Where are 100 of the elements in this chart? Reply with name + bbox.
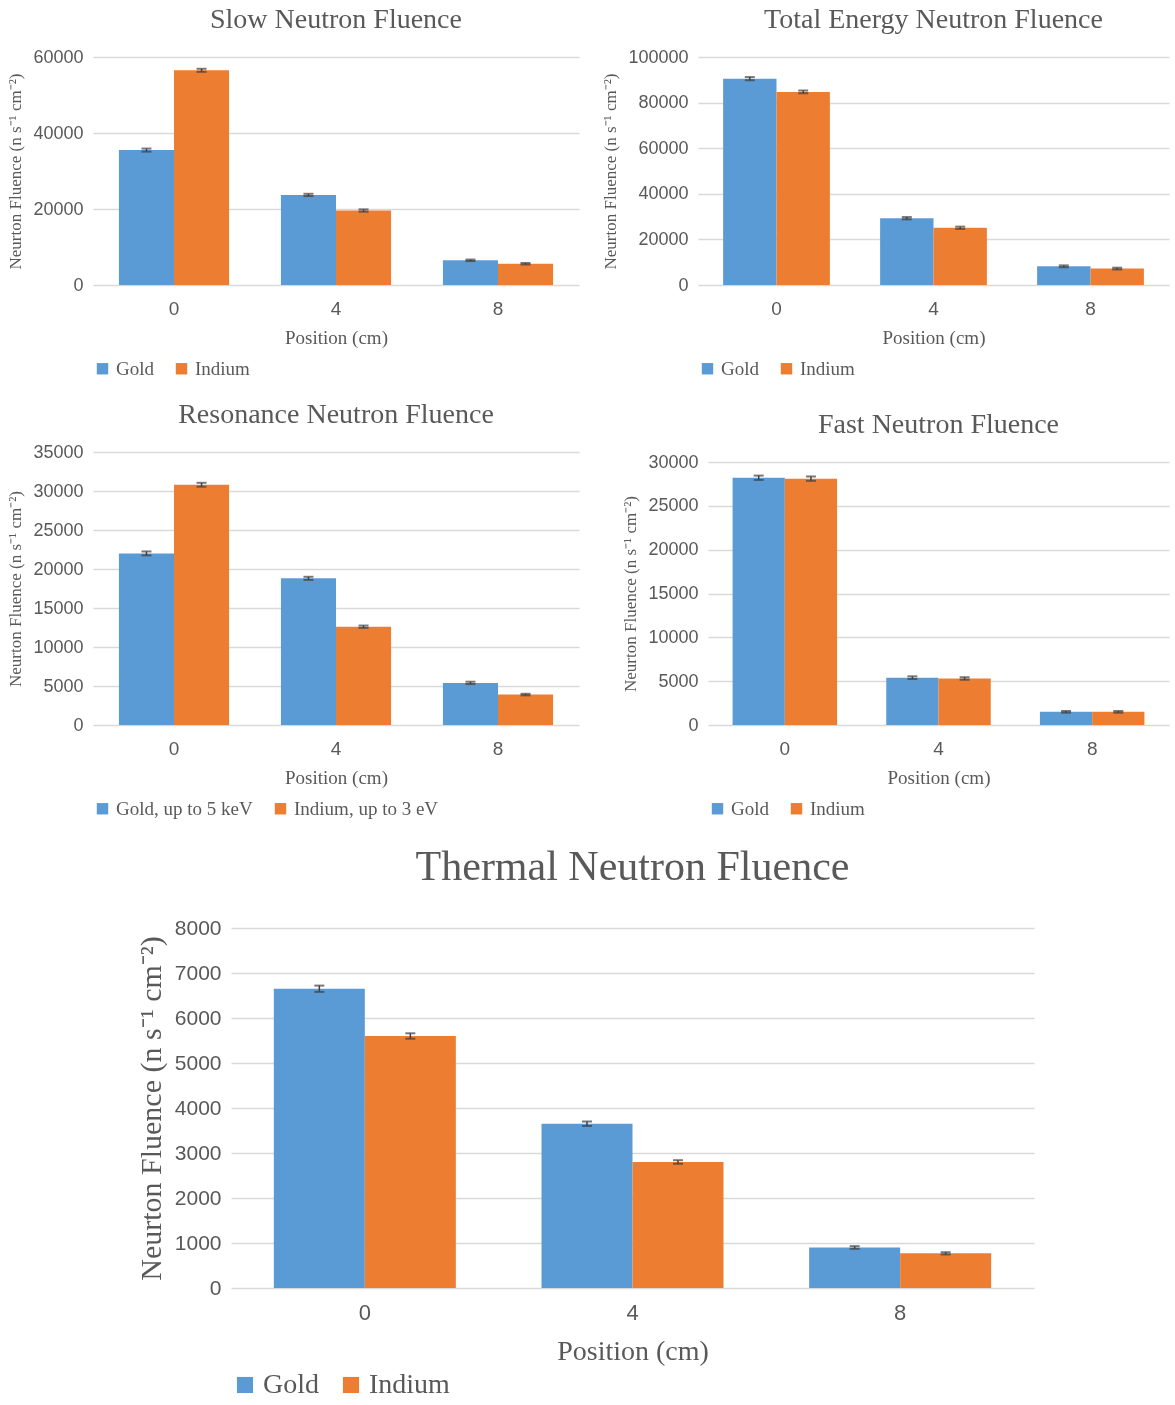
y-tick-label: 0 [73, 714, 84, 735]
y-tick-label: 5000 [43, 675, 84, 696]
x-tick-label: 8 [492, 297, 504, 319]
x-axis-title: Position (cm) [285, 766, 388, 789]
y-tick-label: 5000 [658, 670, 699, 691]
legend-label: Gold [263, 1368, 319, 1399]
y-tick-label: 20000 [33, 558, 84, 579]
legend-label: Gold [721, 357, 760, 379]
legend-label: Gold, up to 5 keV [116, 797, 253, 819]
bar [732, 477, 785, 725]
y-tick-label: 0 [73, 274, 84, 295]
bar [174, 484, 230, 725]
bar [442, 682, 498, 725]
y-tick-label: 0 [209, 1275, 222, 1299]
y-tick-label: 3000 [174, 1140, 222, 1164]
bar [498, 263, 554, 285]
y-tick-label: 20000 [33, 198, 84, 219]
bar [280, 578, 336, 725]
legend-label: Indium, up to 3 eV [294, 797, 439, 819]
y-tick-label: 100000 [628, 46, 689, 67]
legend-label: Indium [800, 357, 856, 379]
bar [1090, 268, 1144, 285]
x-tick-label: 8 [1085, 297, 1096, 319]
y-tick-label: 40000 [638, 183, 689, 204]
y-axis-title: Neurton Fluence (n s⁻¹ cm⁻²) [133, 936, 168, 1281]
x-axis-title: Position (cm) [882, 326, 986, 349]
bar [174, 70, 230, 285]
bar [118, 150, 174, 285]
bar [1037, 266, 1091, 285]
x-axis-title: Position (cm) [887, 766, 991, 789]
y-tick-label: 30000 [648, 451, 699, 472]
bar [880, 218, 934, 285]
bar [809, 1247, 901, 1288]
bar [118, 553, 174, 725]
x-tick-label: 0 [358, 1299, 371, 1325]
x-axis-title: Position (cm) [557, 1334, 709, 1366]
legend-label: Gold [116, 357, 155, 379]
bar [938, 678, 991, 725]
y-tick-label: 15000 [648, 583, 699, 603]
y-tick-label: 20000 [638, 228, 689, 249]
bar [273, 988, 365, 1288]
y-tick-label: 6000 [174, 1005, 222, 1029]
x-tick-label: 8 [492, 737, 504, 759]
y-tick-label: 7000 [174, 960, 222, 984]
y-axis-title: Neurton Fluence (n s⁻¹ cm⁻²) [621, 496, 641, 692]
bar [336, 626, 392, 725]
x-tick-label: 0 [771, 297, 782, 319]
y-tick-label: 15000 [33, 597, 84, 618]
y-tick-label: 80000 [638, 92, 689, 113]
y-tick-label: 10000 [33, 636, 84, 657]
bar [541, 1123, 633, 1288]
y-tick-label: 35000 [33, 441, 84, 462]
y-axis-title: Neurton Fluence (n s⁻¹ cm⁻²) [601, 73, 621, 270]
chart-title: Thermal Neutron Fluence [415, 843, 850, 889]
chart-title: Slow Neutron Fluence [210, 3, 462, 34]
bar [900, 1253, 992, 1288]
bar [1092, 711, 1145, 725]
x-tick-label: 0 [779, 737, 791, 759]
y-tick-label: 20000 [648, 539, 699, 560]
x-tick-label: 4 [330, 297, 342, 319]
bar [498, 694, 554, 725]
y-tick-label: 25000 [648, 495, 699, 516]
y-tick-label: 25000 [33, 519, 84, 540]
x-tick-label: 4 [330, 737, 342, 759]
bar [280, 194, 336, 285]
x-tick-label: 8 [1086, 737, 1098, 759]
y-tick-label: 30000 [33, 480, 84, 501]
bar [336, 210, 392, 285]
y-axis-title: Neurton Fluence (n s⁻¹ cm⁻²) [6, 73, 26, 270]
chart-title: Resonance Neutron Fluence [178, 398, 494, 429]
bar [933, 227, 987, 285]
y-tick-label: 60000 [33, 46, 84, 67]
y-tick-label: 8000 [174, 915, 222, 939]
bar [442, 260, 498, 285]
chart-title: Fast Neutron Fluence [817, 408, 1060, 439]
bar [784, 478, 838, 725]
y-tick-label: 0 [678, 274, 689, 295]
y-tick-label: 60000 [638, 137, 689, 158]
y-tick-label: 5000 [174, 1050, 222, 1074]
legend-label: Indium [195, 357, 251, 379]
chart-title: Total Energy Neutron Fluence [764, 3, 1103, 34]
bar [1039, 711, 1093, 725]
x-tick-label: 4 [928, 297, 940, 319]
y-axis-title: Neurton Fluence (n s⁻¹ cm⁻²) [6, 491, 26, 687]
y-tick-label: 1000 [174, 1230, 222, 1254]
legend-label: Indium [369, 1368, 451, 1399]
x-tick-label: 4 [933, 737, 945, 759]
x-axis-title: Position (cm) [285, 326, 388, 349]
x-tick-label: 8 [894, 1299, 907, 1325]
bar [776, 91, 830, 285]
y-tick-label: 4000 [174, 1095, 222, 1119]
bar [723, 78, 777, 285]
y-tick-label: 0 [688, 714, 699, 735]
y-tick-label: 40000 [33, 122, 84, 143]
y-tick-label: 10000 [648, 626, 699, 647]
x-tick-label: 4 [626, 1299, 639, 1325]
bar [364, 1036, 456, 1288]
legend-label: Gold [731, 797, 770, 819]
bar [886, 677, 939, 725]
bar [632, 1162, 724, 1288]
